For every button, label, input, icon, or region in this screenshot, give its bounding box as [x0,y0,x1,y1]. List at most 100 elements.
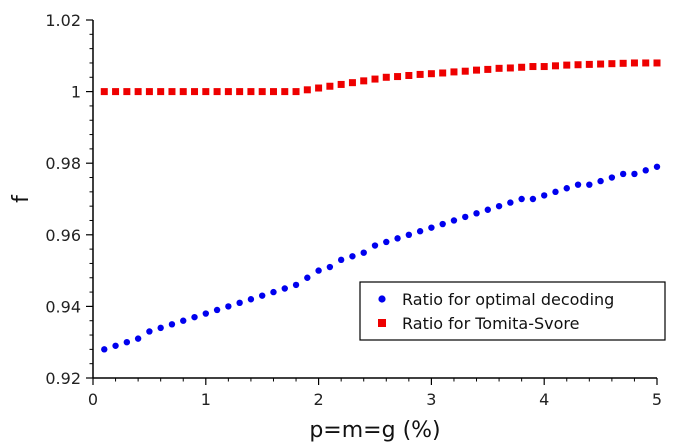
series-0-point [428,224,435,231]
series-0-point [439,220,446,228]
series-1-point [405,71,413,79]
x-tick-label: 4 [539,390,549,409]
y-tick-label: 1 [71,83,81,102]
series-1-point [574,61,582,69]
series-1-point [608,60,616,68]
series-0-point [563,185,570,192]
legend-label: Ratio for Tomita-Svore [402,314,579,333]
y-tick-label: 0.96 [45,226,81,245]
legend-label: Ratio for optimal decoding [402,290,614,309]
series-1-point [427,70,435,78]
series-0-point [495,202,503,210]
series-0-point [552,188,559,196]
series-1-point [360,77,368,85]
series-0-point [394,235,401,242]
series-0-point [168,321,176,328]
y-tick-label: 0.92 [45,369,81,388]
series-1-point [416,70,424,78]
legend: Ratio for optimal decoding Ratio for Tomi… [359,281,666,341]
series-0-point [619,170,627,178]
series-0-point [484,206,491,213]
series-1-point [213,88,221,96]
series-1-point [247,88,255,96]
series-0-point [326,263,334,271]
series-0-point [383,238,390,246]
series-0-point [236,299,243,307]
series-0-point [507,199,514,206]
series-1-point [202,88,210,96]
series-0-point [450,217,458,224]
data-marks [100,59,661,353]
x-tick-label: 2 [314,390,324,409]
series-1-point [506,64,514,72]
series-0-point [597,177,604,185]
series-0-point [608,174,616,181]
x-tick-label: 3 [426,390,436,409]
series-0-point [315,267,322,274]
series-1-point [585,60,593,68]
y-axis-label: f [9,194,34,203]
series-0-point [225,303,232,310]
series-1-point [484,65,492,73]
axes: 0 1 2 3 4 5 0.92 0.94 0.96 0.98 1 1.02 [45,11,662,409]
series-1-point [100,88,108,96]
series-0-point [405,231,413,238]
series-1-point [191,88,199,96]
series-1-point [303,86,311,94]
series-0-point [586,181,593,188]
series-1-point [630,59,638,67]
series-1-point [653,59,661,67]
series-0-point [101,346,108,353]
series-1-point [292,88,300,96]
series-0-point [574,181,582,188]
series-0-point [416,228,424,235]
series-1-point [123,88,131,96]
series-0-point [180,317,187,324]
series-0-point [371,242,379,249]
series-1-point [394,73,402,81]
series-0-point [146,328,153,335]
series-0-point [337,256,345,264]
series-1-point [315,84,323,92]
series-1-point [371,75,379,83]
legend-marker-circle [378,295,386,303]
legend-box [359,281,666,341]
series-1-point [540,63,548,71]
legend-marker-square [378,319,386,327]
series-1-point [382,73,390,81]
series-1-point [168,88,176,96]
series-1-point [473,66,481,74]
series-1-point [642,59,650,67]
series-1-point [224,88,232,96]
series-0-point [541,192,548,199]
series-1-point [619,59,627,67]
series-1-point [348,79,356,87]
series-1-point [236,88,244,96]
x-tick-label: 1 [201,390,211,409]
series-1-point [551,62,559,70]
series-0-point [518,195,525,203]
series-0-point [134,335,142,342]
series-0-point [281,285,288,292]
series-1-point [281,88,289,96]
series-1-point [258,88,266,96]
series-1-point [157,88,165,96]
series-0-point [529,195,537,203]
series-0-point [191,313,198,321]
x-axis-label: p=m=g (%) [309,418,440,443]
series-1-point [134,88,142,96]
series-0-point [157,324,164,332]
series-1-point [439,69,447,77]
series-0-point [259,292,266,299]
series-1-point [518,63,526,71]
series-1-point [597,60,605,68]
series-1-point [450,68,458,76]
series-0-point [292,281,300,289]
series-0-point [123,339,131,346]
series-0-point [631,170,638,178]
series-0-point [202,310,209,317]
series-0-point [247,296,255,303]
series-1-point [461,67,469,75]
series-1-point [145,88,153,96]
